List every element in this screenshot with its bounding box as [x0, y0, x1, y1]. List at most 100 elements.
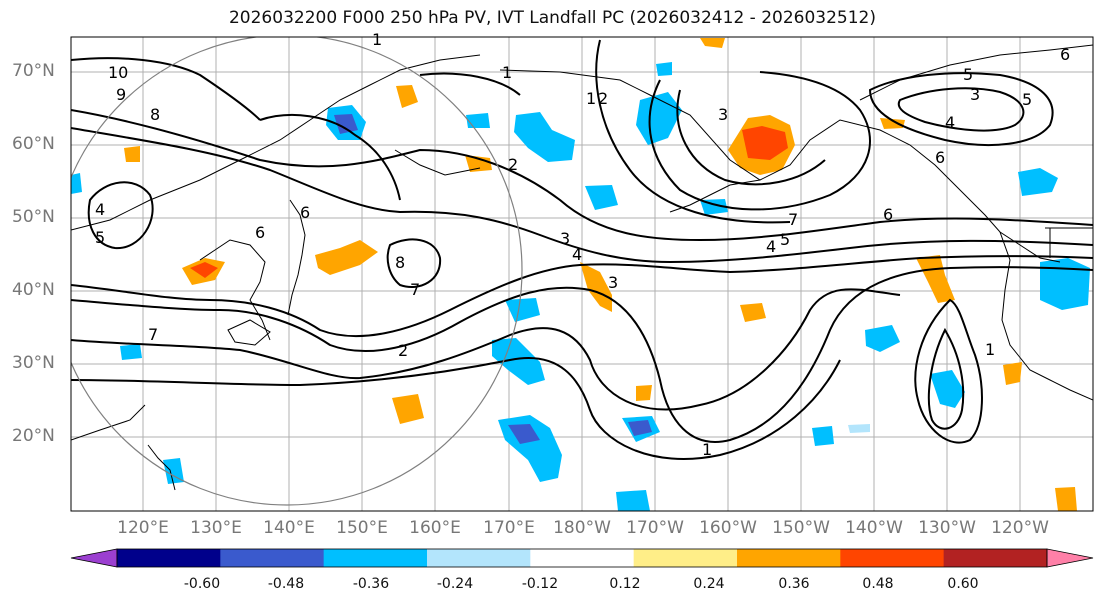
colorbar-tick-label: -0.12 — [521, 576, 559, 592]
contour-label: 7 — [410, 280, 420, 299]
lon-label: 160°W — [699, 518, 757, 538]
orange-blob — [396, 85, 418, 108]
contour-label: 5 — [95, 228, 105, 247]
lon-label: 160°E — [409, 518, 461, 538]
lon-label: 120°W — [991, 518, 1049, 538]
colorbar-tick-label: -0.24 — [436, 576, 474, 592]
contour-label: 6 — [935, 148, 945, 167]
blue-blob — [120, 344, 142, 360]
contour-label: 1 — [502, 63, 512, 82]
orange-blob — [580, 262, 612, 312]
contour-label: 6 — [1060, 45, 1070, 64]
ivt-shading — [71, 38, 1090, 511]
contour-label: 6 — [255, 223, 265, 242]
contour-label: 4 — [572, 245, 582, 264]
blue-blob — [163, 458, 184, 484]
orange-blob — [315, 240, 378, 275]
red-blob — [190, 262, 218, 278]
blue-blob — [616, 490, 650, 511]
map-frame — [70, 36, 1094, 512]
colorbar-tick-label: 0.24 — [693, 576, 725, 592]
pv-contours — [71, 39, 1093, 460]
lon-label: 120°E — [117, 518, 169, 538]
lat-label: 70°N — [12, 61, 55, 81]
contour-label: 7 — [148, 325, 158, 344]
contour-label: 3 — [608, 273, 618, 292]
colorbar-tick-label: -0.60 — [183, 576, 221, 592]
blue-blob — [71, 173, 82, 194]
orange-blob — [1003, 362, 1022, 385]
lon-label: 140°E — [263, 518, 315, 538]
orange-blob — [740, 303, 766, 322]
blue-blob — [1040, 258, 1090, 310]
blue-blob — [492, 338, 545, 385]
blue-blob — [508, 424, 540, 444]
blue-blob — [466, 113, 490, 128]
contour-label: 3 — [970, 85, 980, 104]
blue-blob — [656, 62, 672, 76]
lat-label: 20°N — [12, 426, 55, 446]
orange-blob — [392, 394, 424, 424]
contour-label: 7 — [788, 210, 798, 229]
blue-blob — [514, 112, 575, 162]
orange-blob — [636, 385, 652, 401]
blue-blob — [585, 185, 618, 210]
landfall-circle — [71, 37, 523, 506]
lon-label: 150°E — [336, 518, 388, 538]
orange-blob — [465, 155, 492, 172]
blue-blob — [865, 325, 900, 352]
contour-label: 4 — [95, 200, 105, 219]
contour-label: 1 — [702, 440, 712, 459]
contour-label: 2 — [508, 155, 518, 174]
lon-label: 130°W — [918, 518, 976, 538]
contour-label: 4 — [945, 113, 955, 132]
blue-blob — [628, 420, 652, 436]
orange-blob — [124, 146, 140, 162]
lon-label: 170°E — [483, 518, 535, 538]
orange-blob — [880, 118, 905, 129]
lat-lon-grid — [71, 37, 1093, 511]
contour-label-layer: 10 9 8 4 5 6 7 6 8 2 1 2 3 4 3 1 2 1 5 6… — [95, 30, 1070, 459]
blue-blob — [812, 426, 834, 446]
contour-label: 3 — [560, 229, 570, 248]
blue-blob — [1018, 168, 1058, 196]
contour-label: 8 — [395, 253, 405, 272]
lat-label: 60°N — [12, 134, 55, 154]
contour-label: 1 — [985, 340, 995, 359]
orange-blob — [700, 38, 725, 48]
contour-label: 1 — [372, 30, 382, 49]
orange-blob — [1055, 487, 1077, 511]
colorbar-tick-label: 0.60 — [947, 576, 979, 592]
contour-label: 1 — [586, 89, 596, 108]
light-blue-blob — [848, 424, 870, 433]
colorbar-tick-label: 0.48 — [862, 576, 894, 592]
contour-label: 5 — [1022, 90, 1032, 109]
lon-label: 130°E — [190, 518, 242, 538]
colorbar-tick-label: -0.48 — [267, 576, 305, 592]
contour-label: 2 — [598, 89, 608, 108]
lon-label: 170°W — [626, 518, 684, 538]
contour-label: 2 — [398, 341, 408, 360]
contour-label: 6 — [883, 205, 893, 224]
lat-label: 40°N — [12, 280, 55, 300]
red-blob — [742, 126, 788, 160]
colorbar-tick-label: 0.36 — [778, 576, 810, 592]
lon-label: 180°W — [553, 518, 611, 538]
blue-blob — [505, 298, 540, 322]
lon-label: 140°W — [845, 518, 903, 538]
orange-blob — [916, 255, 955, 303]
contour-label: 8 — [150, 105, 160, 124]
colorbar-tick-label: 0.12 — [609, 576, 641, 592]
contour-label: 10 — [108, 63, 128, 82]
blue-blob — [334, 114, 358, 134]
colorbar-tick-label: -0.36 — [352, 576, 390, 592]
contour-label: 4 — [766, 237, 776, 256]
contour-label: 5 — [780, 230, 790, 249]
contour-label: 9 — [116, 85, 126, 104]
lon-label: 150°W — [772, 518, 830, 538]
contour-label: 6 — [300, 203, 310, 222]
lat-label: 50°N — [12, 207, 55, 227]
blue-blob — [930, 370, 965, 408]
lat-label: 30°N — [12, 353, 55, 373]
